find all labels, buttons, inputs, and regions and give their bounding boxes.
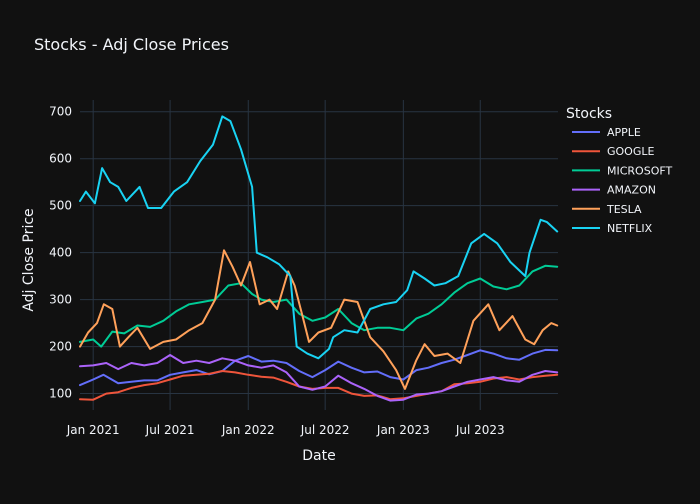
y-tick-label: 400 [49, 246, 72, 260]
x-tick-label: Jan 2022 [221, 423, 275, 437]
legend-item-tesla[interactable]: TESLA [572, 203, 642, 216]
x-tick-label: Jan 2023 [376, 423, 430, 437]
y-tick-label: 300 [49, 293, 72, 307]
series-line-netflix [79, 115, 559, 360]
legend-label: AMAZON [607, 184, 656, 197]
x-axis-title: Date [302, 448, 335, 464]
legend-title: Stocks [566, 106, 612, 122]
legend-item-google[interactable]: GOOGLE [572, 145, 654, 158]
series-line-apple [79, 348, 559, 387]
chart-title: Stocks - Adj Close Prices [34, 35, 229, 54]
x-tick-label: Jan 2021 [66, 423, 120, 437]
legend: Stocks APPLE GOOGLE MICROSOFT AMAZON TESLA NE… [566, 106, 672, 235]
series-lines [79, 115, 559, 402]
legend-item-apple[interactable]: APPLE [572, 126, 641, 139]
y-tick-label: 500 [49, 199, 72, 213]
y-tick-label: 700 [49, 105, 72, 119]
axes: 100 200 300 400 500 600 700 Jan 2021 Jul 2021 Jan… [49, 105, 505, 437]
series-line-tesla [79, 249, 559, 390]
y-axis-title: Adj Close Price [21, 208, 37, 311]
y-tick-label: 600 [49, 152, 72, 166]
legend-item-microsoft[interactable]: MICROSOFT [572, 164, 672, 177]
legend-item-netflix[interactable]: NETFLIX [572, 222, 653, 235]
legend-label: MICROSOFT [607, 164, 672, 177]
x-tick-label: Jul 2023 [455, 423, 505, 437]
x-tick-label: Jul 2022 [300, 423, 350, 437]
grid [80, 100, 558, 410]
legend-label: NETFLIX [607, 222, 653, 235]
legend-item-amazon[interactable]: AMAZON [572, 184, 656, 197]
series-line-amazon [79, 354, 559, 402]
x-tick-label: Jul 2021 [145, 423, 195, 437]
y-tick-label: 200 [49, 340, 72, 354]
legend-label: TESLA [606, 203, 642, 216]
legend-label: APPLE [607, 126, 641, 139]
series-line-microsoft [79, 264, 559, 348]
legend-label: GOOGLE [607, 145, 654, 158]
y-tick-label: 100 [49, 387, 72, 401]
